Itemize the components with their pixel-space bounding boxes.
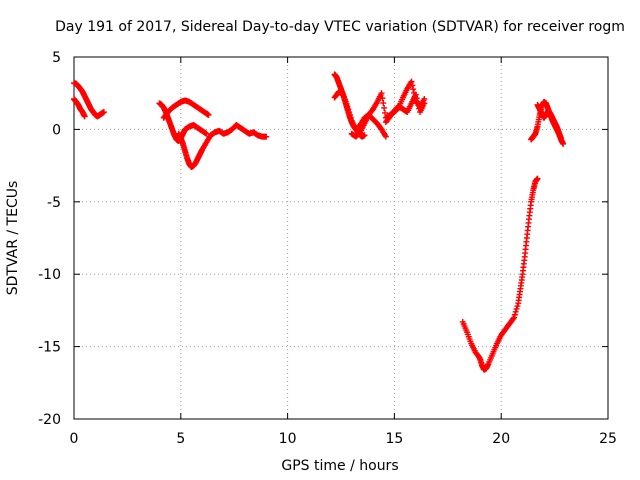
data-point <box>409 82 416 89</box>
y-tick-label: -15 <box>38 340 61 356</box>
data-point <box>421 100 428 107</box>
y-axis-label: SDTVAR / TECUs <box>5 181 21 296</box>
x-tick-label: 5 <box>176 431 185 447</box>
data-point <box>263 133 270 140</box>
x-tick-label: 10 <box>279 431 297 447</box>
series-arc-2a <box>156 100 210 144</box>
series-arc-2b <box>160 97 212 121</box>
x-tick-label: 25 <box>599 431 617 447</box>
data-point <box>410 86 417 93</box>
axis-ticks: 0 5 10 15 20 25 -20 -15 -10 -5 0 5 <box>38 50 617 447</box>
y-tick-label: -10 <box>38 267 61 283</box>
series-arc-4 <box>459 175 541 373</box>
data-point <box>382 133 389 140</box>
data-point <box>344 103 351 110</box>
chart-title: Day 191 of 2017, Sidereal Day-to-day VTE… <box>55 19 625 35</box>
series-arc-3c <box>348 78 428 140</box>
plot-frame <box>73 56 609 420</box>
data-point <box>381 104 388 111</box>
x-tick-label: 15 <box>385 431 403 447</box>
data-point <box>205 111 212 118</box>
series-arc-1a <box>71 80 107 120</box>
data-point <box>510 315 517 322</box>
data-point <box>203 130 210 137</box>
y-tick-label: 0 <box>52 122 61 138</box>
y-tick-label: 5 <box>52 50 61 66</box>
data-point <box>379 95 386 102</box>
data-point <box>380 100 387 107</box>
data-point <box>512 308 519 315</box>
y-tick-label: -5 <box>47 195 61 211</box>
data-point <box>361 132 368 139</box>
data-point <box>81 113 88 120</box>
data-point <box>414 98 421 105</box>
data-point <box>514 303 521 310</box>
grid-lines <box>74 57 608 419</box>
data-point <box>558 135 565 142</box>
data-point <box>347 114 354 121</box>
data-point <box>100 109 107 116</box>
series-arc-2c <box>175 122 270 171</box>
data-point <box>513 305 520 312</box>
data-point <box>408 78 415 85</box>
data-point <box>345 106 352 113</box>
data-point <box>382 109 389 116</box>
x-tick-label: 20 <box>492 431 510 447</box>
y-tick-label: -20 <box>38 412 61 428</box>
data-point <box>511 314 518 321</box>
series-arc-5b <box>534 101 565 142</box>
data-points <box>71 71 567 373</box>
x-axis-label: GPS time / hours <box>281 458 398 474</box>
data-point <box>560 140 567 147</box>
data-point <box>413 95 420 102</box>
x-tick-label: 0 <box>70 431 79 447</box>
data-point <box>534 175 541 182</box>
data-point <box>412 91 419 98</box>
series-arc-3d <box>382 91 428 126</box>
data-point <box>415 102 422 109</box>
series-arc-1b <box>71 95 88 120</box>
data-point <box>346 111 353 118</box>
data-point <box>378 90 385 97</box>
data-point <box>346 109 353 116</box>
data-point <box>511 311 518 318</box>
